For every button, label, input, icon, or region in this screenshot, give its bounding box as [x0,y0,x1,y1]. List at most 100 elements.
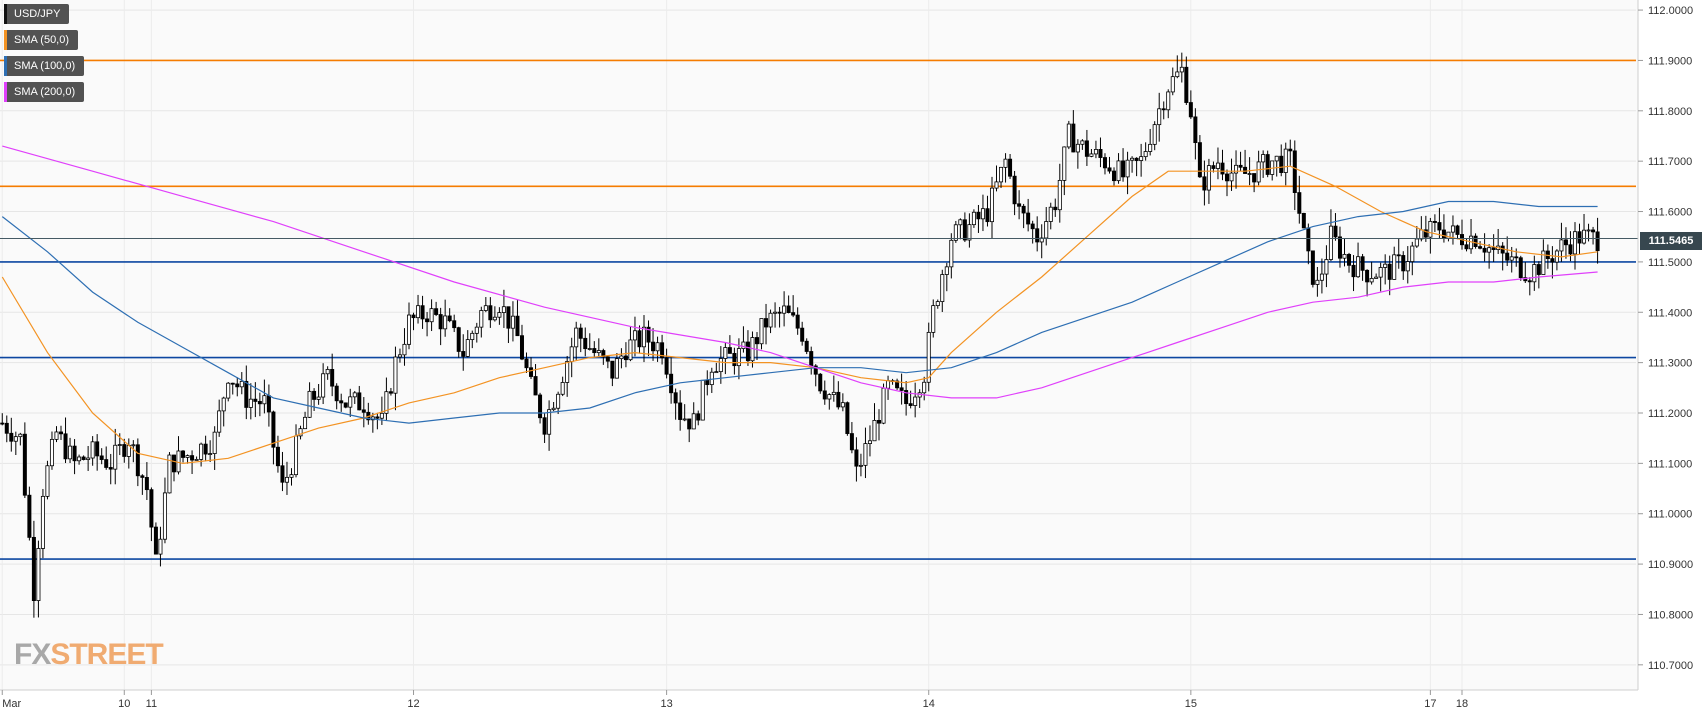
candle-up [971,211,976,226]
candle-up [1048,206,1053,222]
legend-sma50[interactable]: SMA (50,0) [4,30,79,50]
candle-down [425,318,430,323]
candle-down [1478,246,1483,249]
candle-up [40,495,45,549]
candle-up [1369,278,1374,283]
candle-up [1152,124,1157,145]
chart-legend: USD/JPY SMA (50,0) SMA (100,0) SMA (200,… [4,4,85,108]
candle-down [1121,160,1126,178]
candle-down [1387,263,1392,280]
candle-up [393,356,398,394]
candle-up [958,219,963,226]
candle-down [1401,255,1406,272]
candle-down [646,326,651,343]
candle-up [36,548,41,602]
candle-down [1396,254,1401,257]
candle-up [994,181,999,189]
candle-down [533,376,538,396]
candle-down [637,330,642,348]
candle-up [931,305,936,333]
candle-up [402,343,407,356]
candle-up [217,410,222,433]
candle-down [27,494,32,538]
x-tick-label: Mar [2,698,21,710]
candle-up [913,396,918,406]
candle-up [117,444,122,446]
candle-down [447,315,452,322]
candle-down [836,391,841,408]
candle-up [45,465,50,497]
candle-up [723,347,728,359]
candle-up [989,187,994,223]
candle-down [506,306,511,329]
candle-down [1292,150,1297,193]
candle-up [465,339,470,357]
candle-down [1071,123,1076,153]
candle-up [303,416,308,430]
candle-down [678,402,683,420]
sma-50-line [1,165,1598,465]
legend-sma100[interactable]: SMA (100,0) [4,56,85,76]
candle-up [560,382,565,395]
legend-symbol-label: USD/JPY [14,8,61,20]
candle-down [63,433,68,460]
candle-up [935,301,940,307]
candle-down [519,335,524,360]
fxstreet-logo: FXSTREET [14,638,164,672]
candle-down [1035,228,1040,243]
candle-down [1252,173,1257,183]
candle-up [614,358,619,379]
candle-down [908,403,913,406]
candle-up [113,444,118,470]
candle-down [334,385,339,402]
candle-down [822,390,827,400]
candle-up [1206,165,1211,191]
candle-up [1559,239,1564,252]
candle-up [967,224,972,241]
candle-down [181,450,186,458]
candle-up [628,339,633,361]
candle-down [135,444,140,477]
candle-up [208,453,213,455]
candle-down [1365,269,1370,283]
last-price-label: 111.5465 [1640,232,1702,250]
candle-down [1423,229,1428,238]
candle-down [1464,244,1469,250]
candle-up [77,456,82,462]
candle-down [312,390,317,400]
candle-up [1256,161,1261,183]
legend-sma200[interactable]: SMA (200,0) [4,82,85,102]
candle-down [1098,149,1103,158]
x-axis-ticks: Mar 10 11 12 13 14 15 17 18 [1,690,1468,710]
candlestick-series[interactable] [0,52,1600,618]
candle-down [1017,203,1022,207]
candle-up [1582,229,1587,244]
candle-up [1170,76,1175,93]
candle-down [791,312,796,316]
candle-down [1337,236,1342,259]
candle-up [940,274,945,302]
y-tick-label: 111.2000 [1648,408,1692,420]
x-tick-label: 10 [118,698,130,710]
candle-down [1084,140,1089,157]
candle-down [542,417,547,435]
candle-up [922,381,927,394]
candle-down [529,367,534,377]
candle-up [479,310,484,328]
candle-up [858,464,863,467]
candle-up [325,369,330,375]
candle-up [949,239,954,268]
candle-down [1265,154,1270,175]
candle-down [1437,222,1442,231]
candle-up [867,440,872,444]
candle-up [1428,221,1433,238]
candle-down [1563,239,1568,246]
candle-down [275,446,280,467]
candle-up [1215,162,1220,169]
legend-symbol[interactable]: USD/JPY [4,4,70,24]
candle-up [840,402,845,408]
candle-down [438,314,443,330]
y-tick-label: 111.9000 [1648,55,1692,67]
candle-up [194,459,199,461]
